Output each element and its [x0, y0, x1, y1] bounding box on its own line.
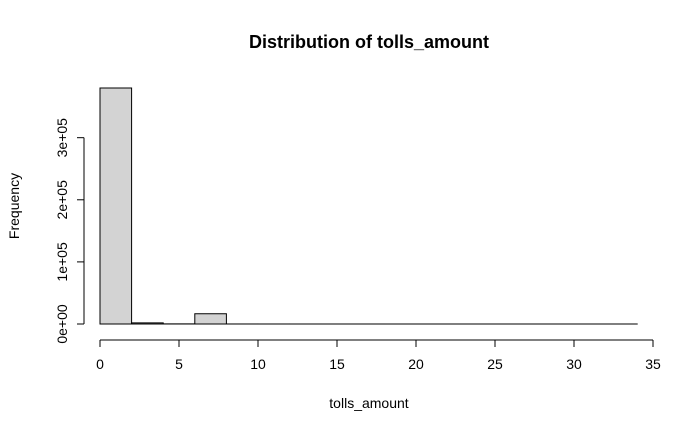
x-tick-label: 0 [96, 356, 104, 372]
x-axis-label: tolls_amount [329, 395, 408, 411]
x-tick-label: 5 [175, 356, 183, 372]
histogram-bars [100, 88, 637, 324]
x-axis: 0 5 10 15 20 25 30 35 [96, 340, 661, 372]
y-axis: 0e+00 1e+05 2e+05 3e+05 [54, 118, 84, 344]
x-tick-label: 20 [408, 356, 424, 372]
x-tick-label: 25 [487, 356, 503, 372]
x-tick-label: 15 [329, 356, 345, 372]
x-tick-label: 10 [250, 356, 266, 372]
x-tick-label: 35 [645, 356, 661, 372]
histogram-bar [132, 323, 164, 324]
y-axis-label: Frequency [6, 173, 22, 239]
y-tick-label: 2e+05 [54, 180, 70, 220]
y-tick-label: 3e+05 [54, 118, 70, 158]
y-tick-label: 1e+05 [54, 242, 70, 282]
histogram-bar [100, 88, 132, 324]
x-tick-label: 30 [566, 356, 582, 372]
histogram-bar [195, 314, 227, 324]
y-tick-label: 0e+00 [54, 304, 70, 344]
chart-title: Distribution of tolls_amount [249, 32, 489, 52]
